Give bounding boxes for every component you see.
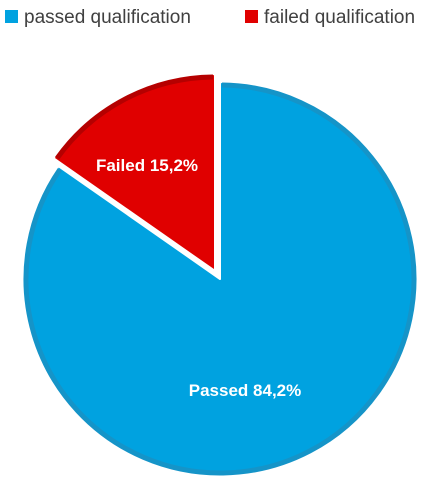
legend-label-passed: passed qualification (24, 7, 191, 28)
slice-label-failed: Failed 15,2% (96, 156, 198, 175)
legend-swatch-failed (245, 10, 258, 23)
pie-slice-labels: Passed 84,2% Failed 15,2% (96, 156, 301, 400)
legend-item-failed: failed qualification (245, 7, 415, 28)
legend-label-failed: failed qualification (264, 7, 415, 28)
pie-slice-failed-rim (55, 74, 213, 160)
chart-legend: passed qualification failed qualificatio… (5, 7, 415, 28)
legend-swatch-passed (5, 10, 18, 23)
pie-slices (22, 73, 418, 477)
pie-slice-passed (22, 81, 418, 477)
pie-slice-passed-rim (23, 82, 417, 476)
pie-slice-failed (52, 73, 216, 272)
slice-label-passed: Passed 84,2% (189, 381, 301, 400)
legend-item-passed: passed qualification (5, 7, 191, 28)
